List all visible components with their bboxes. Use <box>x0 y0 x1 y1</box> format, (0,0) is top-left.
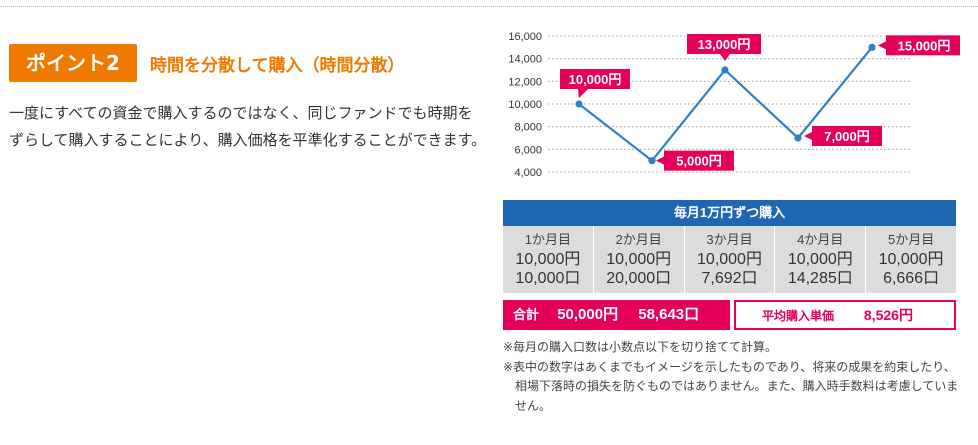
data-point <box>794 134 802 142</box>
section-title: 時間を分散して購入（時間分散） <box>150 56 405 76</box>
data-label: 13,000円 <box>687 34 761 61</box>
month-label: 3か月目 <box>706 232 753 247</box>
totals-row: 合計 50,000円 58,643口 平均購入単価 8,526円 <box>503 300 956 330</box>
total-box: 合計 50,000円 58,643口 <box>503 300 730 330</box>
data-point <box>575 100 583 108</box>
data-label-text: 15,000円 <box>898 38 951 53</box>
label-pointer <box>656 156 664 165</box>
label-background <box>886 35 960 56</box>
y-axis-ticks: 4,000 6,000 8,000 10,000 12,000 14,000 16,000 <box>508 31 542 179</box>
data-point <box>648 157 656 165</box>
data-label: 7,000円 <box>804 126 882 146</box>
month-label: 2か月目 <box>615 232 662 247</box>
y-tick-label: 8,000 <box>514 122 542 134</box>
average-price-value: 8,526円 <box>863 307 913 323</box>
y-tick-label: 12,000 <box>508 76 542 88</box>
label-background <box>812 126 882 146</box>
label-background <box>664 150 734 171</box>
data-label-text: 7,000円 <box>824 129 870 144</box>
data-label-text: 5,000円 <box>676 154 722 169</box>
table-cell-month-2: 2か月目 10,000円 20,000口 <box>594 226 685 293</box>
label-background <box>687 34 761 54</box>
purchase-table: 毎月1万円ずつ購入 1か月目 10,000円 10,000口 2か月目 10,0… <box>503 200 956 330</box>
units-value: 10,000口 <box>515 270 581 287</box>
label-pointer <box>804 132 812 140</box>
data-point <box>721 66 729 74</box>
price-value: 10,000円 <box>697 251 762 268</box>
top-divider <box>0 6 978 7</box>
table-header: 毎月1万円ずつ購入 <box>503 200 956 226</box>
y-tick-label: 16,000 <box>508 31 542 43</box>
data-label-text: 10,000円 <box>569 72 622 87</box>
table-cell-month-4: 4か月目 10,000円 14,285口 <box>775 226 867 293</box>
month-label: 5か月目 <box>887 232 935 247</box>
price-value: 10,000円 <box>606 251 672 268</box>
data-label-text: 13,000円 <box>698 37 751 52</box>
y-tick-label: 14,000 <box>508 54 542 66</box>
average-price-box: 平均購入単価 8,526円 <box>734 300 956 330</box>
total-units: 58,643口 <box>638 306 700 323</box>
series-line-layer <box>575 43 876 165</box>
table-cell-month-1: 1か月目 10,000円 10,000口 <box>503 226 594 293</box>
price-value: 10,000円 <box>515 251 581 268</box>
point-badge: ポイント2 <box>9 44 137 82</box>
month-label: 1か月目 <box>524 232 572 247</box>
table-cell-month-5: 5か月目 10,000円 6,666口 <box>866 226 956 293</box>
label-pointer <box>578 89 588 98</box>
label-pointer <box>878 41 886 50</box>
units-value: 6,666口 <box>883 270 940 287</box>
footnote: ※毎月の購入口数は小数点以下を切り捨てて計算。 <box>503 340 778 354</box>
table-row: 1か月目 10,000円 10,000口 2か月目 10,000円 20,000… <box>503 226 956 293</box>
y-tick-label: 6,000 <box>514 144 542 156</box>
y-tick-label: 10,000 <box>508 99 542 111</box>
total-label: 合計 <box>513 307 540 322</box>
footnote: ※表中の数字はあくまでもイメージを示したものであり、将来の成果を約束したり、相場… <box>503 359 959 413</box>
total-amount: 50,000円 <box>557 306 619 323</box>
units-value: 14,285口 <box>787 270 853 287</box>
month-label: 4か月目 <box>797 232 844 247</box>
units-value: 7,692口 <box>701 270 758 287</box>
data-label-layer: 10,000円 5,000円 13,000円 7,000円 15,000円 <box>560 34 960 171</box>
data-label: 5,000円 <box>656 150 734 171</box>
intro-text: 一度にすべての資金で購入するのではなく、同じファンドでも時期をずらして購入するこ… <box>9 104 487 149</box>
data-label: 15,000円 <box>878 35 960 56</box>
footnotes: ※毎月の購入口数は小数点以下を切り捨てて計算。 ※表中の数字はあくまでもイメージ… <box>503 338 963 416</box>
data-label: 10,000円 <box>560 69 630 98</box>
units-value: 20,000口 <box>606 270 672 287</box>
price-value: 10,000円 <box>787 251 853 268</box>
label-background <box>560 69 630 89</box>
label-pointer <box>720 54 730 61</box>
data-point <box>868 43 876 51</box>
table-cell-month-3: 3か月目 10,000円 7,692口 <box>685 226 776 293</box>
y-tick-label: 4,000 <box>514 167 542 179</box>
average-price-label: 平均購入単価 <box>762 309 835 323</box>
price-value: 10,000円 <box>878 251 944 268</box>
price-line-chart: 4,0006,0008,00010,00012,00014,00016,000 … <box>508 31 960 179</box>
